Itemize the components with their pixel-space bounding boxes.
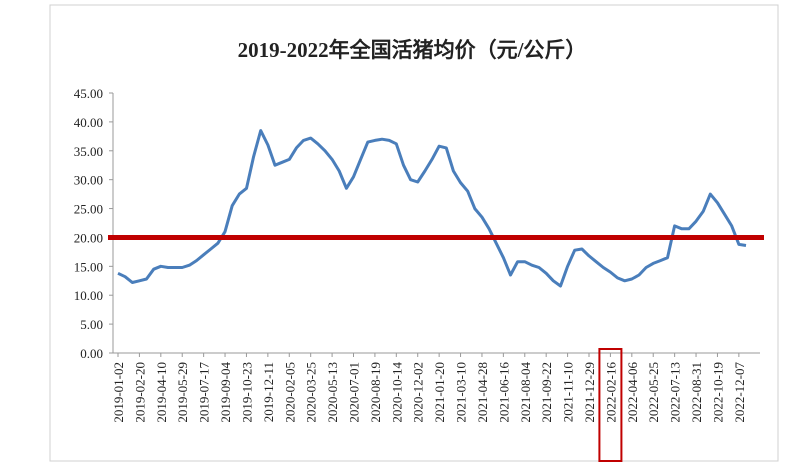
x-tick-label: 2021-08-04 — [518, 362, 533, 423]
x-tick-label: 2022-02-16 — [603, 362, 618, 423]
x-tick-label: 2019-09-04 — [218, 362, 233, 423]
y-tick-label: 20.00 — [74, 230, 103, 245]
y-tick-label: 25.00 — [74, 202, 103, 217]
x-tick-label: 2019-02-20 — [132, 362, 147, 423]
y-tick-label: 35.00 — [74, 144, 103, 159]
x-tick-label: 2021-12-29 — [582, 362, 597, 423]
x-tick-label: 2022-05-25 — [646, 362, 661, 423]
y-tick-label: 0.00 — [80, 346, 103, 361]
x-tick-label: 2021-11-10 — [561, 362, 576, 422]
x-tick-label: 2020-05-13 — [325, 362, 340, 423]
x-tick-label: 2019-07-17 — [197, 362, 212, 423]
x-tick-label: 2021-09-22 — [539, 362, 554, 423]
x-tick-label: 2022-12-07 — [732, 362, 747, 423]
x-tick-label: 2021-04-28 — [475, 362, 490, 423]
y-tick-label: 30.00 — [74, 173, 103, 188]
x-tick-label: 2020-03-25 — [304, 362, 319, 423]
x-tick-label: 2019-10-23 — [239, 362, 254, 423]
x-tick-label: 2020-08-19 — [368, 362, 383, 423]
x-tick-label: 2022-04-06 — [625, 362, 640, 423]
x-tick-label: 2020-07-01 — [347, 362, 362, 423]
y-tick-label: 40.00 — [74, 115, 103, 130]
chart-border — [49, 4, 779, 462]
x-tick-label: 2020-02-05 — [282, 362, 297, 423]
x-tick-label: 2019-12-11 — [261, 362, 276, 422]
x-tick-label: 2021-03-10 — [454, 362, 469, 423]
x-tick-label: 2021-06-16 — [496, 362, 511, 423]
y-tick-label: 45.00 — [74, 86, 103, 101]
x-tick-label: 2022-08-31 — [689, 362, 704, 423]
x-tick-label: 2022-10-19 — [710, 362, 725, 423]
y-tick-label: 15.00 — [74, 259, 103, 274]
x-tick-label: 2020-12-02 — [411, 362, 426, 423]
x-tick-label: 2022-07-13 — [668, 362, 683, 423]
x-tick-label: 2021-01-20 — [432, 362, 447, 423]
x-tick-label: 2020-10-14 — [389, 362, 404, 423]
y-tick-label: 5.00 — [80, 317, 103, 332]
x-tick-label: 2019-05-29 — [175, 362, 190, 423]
y-tick-label: 10.00 — [74, 288, 103, 303]
x-tick-label: 2019-04-10 — [154, 362, 169, 423]
highlight-box — [598, 348, 623, 462]
x-tick-label: 2019-01-02 — [111, 362, 126, 423]
chart-title: 2019-2022年全国活猪均价（元/公斤） — [238, 38, 587, 62]
